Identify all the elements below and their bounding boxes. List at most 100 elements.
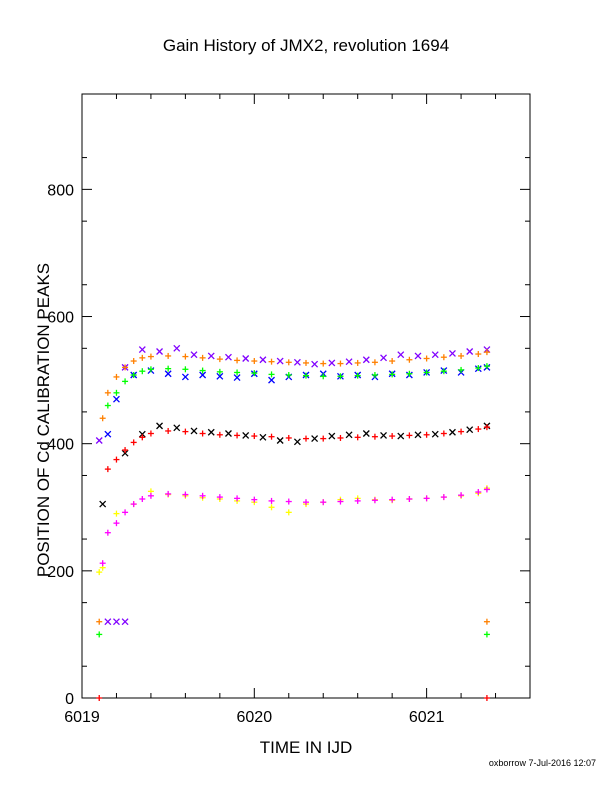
data-point <box>96 569 103 576</box>
data-point <box>207 352 215 360</box>
y-tick-label: 0 <box>65 691 74 708</box>
data-point <box>122 378 129 385</box>
data-point <box>104 618 112 626</box>
data-point <box>251 370 258 377</box>
data-point <box>268 433 275 440</box>
data-point <box>431 430 439 438</box>
data-point <box>268 376 275 384</box>
data-point-stroke <box>328 432 336 440</box>
data-point <box>251 358 258 365</box>
data-point <box>138 346 146 354</box>
data-point <box>293 358 301 366</box>
data-point-stroke <box>113 618 120 626</box>
data-point-stroke <box>225 353 232 361</box>
data-point <box>423 369 430 376</box>
data-point-stroke <box>225 430 232 437</box>
data-point-stroke <box>397 432 405 440</box>
data-point-stroke <box>276 357 284 365</box>
data-point <box>285 498 292 505</box>
data-point <box>475 489 482 496</box>
data-point <box>165 365 172 372</box>
data-point <box>345 431 353 439</box>
data-point <box>216 368 223 375</box>
data-point-stroke <box>190 351 198 359</box>
chart-marks <box>95 344 491 701</box>
data-point-stroke <box>190 427 198 435</box>
data-point <box>234 432 241 439</box>
x-tick-label: 6020 <box>237 709 273 726</box>
data-point <box>182 491 189 498</box>
data-point-stroke <box>449 349 456 357</box>
data-point-stroke <box>95 437 103 444</box>
data-point <box>371 372 378 379</box>
chart-title: Gain History of JMX2, revolution 1694 <box>162 36 450 55</box>
data-point <box>104 430 112 438</box>
data-point <box>458 428 465 435</box>
data-point <box>225 353 232 361</box>
data-point <box>113 618 120 626</box>
data-point <box>320 499 327 506</box>
data-point <box>139 434 146 441</box>
x-tick-label: 6019 <box>64 709 100 726</box>
data-point-stroke <box>345 358 353 366</box>
data-point <box>121 449 129 457</box>
data-point <box>233 374 241 382</box>
data-point <box>458 492 465 499</box>
data-point <box>354 359 361 366</box>
data-point <box>259 356 267 364</box>
data-point <box>130 372 137 379</box>
y-tick-label: 800 <box>47 182 74 199</box>
data-point <box>440 354 447 361</box>
data-point <box>303 372 309 379</box>
data-point <box>354 497 361 504</box>
data-point <box>156 348 163 355</box>
data-point-stroke <box>233 374 241 382</box>
data-point <box>328 432 336 440</box>
data-point <box>113 389 120 396</box>
data-point <box>113 395 120 403</box>
data-point <box>303 359 309 366</box>
data-point-stroke <box>138 346 146 354</box>
data-point <box>216 431 223 438</box>
data-point <box>113 373 120 380</box>
data-point <box>371 359 378 366</box>
data-point <box>147 353 154 360</box>
data-point <box>104 466 111 473</box>
data-point <box>389 358 396 365</box>
data-point <box>285 509 292 516</box>
footer-stamp: oxborrow 7-Jul-2016 12:07 <box>488 758 596 768</box>
data-point <box>139 495 146 502</box>
data-point-stroke <box>397 351 405 359</box>
data-point-stroke <box>466 348 474 355</box>
data-point <box>406 356 413 363</box>
data-point <box>345 358 353 366</box>
data-point <box>147 366 154 373</box>
data-point <box>96 631 103 638</box>
data-point <box>466 348 474 355</box>
data-point <box>99 560 106 567</box>
data-point <box>121 618 129 626</box>
data-point <box>423 355 430 362</box>
data-point <box>371 497 378 504</box>
data-point-stroke <box>276 437 284 444</box>
data-point <box>406 495 413 502</box>
data-point <box>337 434 344 441</box>
data-point <box>199 367 206 374</box>
data-point <box>389 371 396 378</box>
y-tick-label: 400 <box>47 437 74 454</box>
data-point <box>354 434 361 441</box>
data-point <box>440 368 447 375</box>
data-point <box>104 389 111 396</box>
data-point <box>182 366 189 373</box>
data-point <box>216 356 223 363</box>
data-point <box>182 353 189 360</box>
data-point <box>268 371 275 378</box>
data-point <box>276 437 284 444</box>
y-tick-label: 200 <box>47 564 74 581</box>
data-point <box>130 501 137 508</box>
data-point <box>475 365 482 372</box>
data-point <box>440 494 447 501</box>
data-point-stroke <box>259 356 267 364</box>
data-point-stroke <box>328 359 336 367</box>
